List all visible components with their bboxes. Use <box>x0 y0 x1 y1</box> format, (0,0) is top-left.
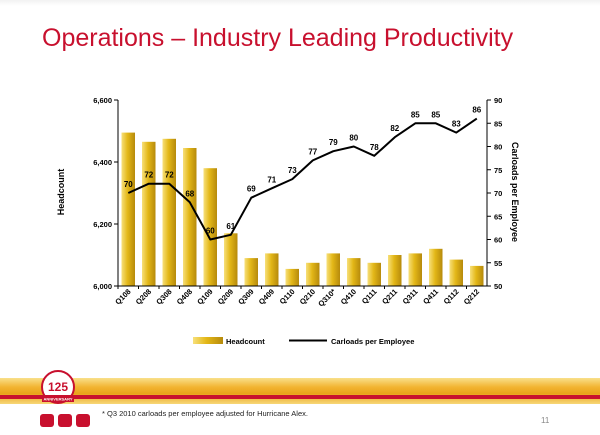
anniversary-sub: ANNIVERSARY <box>44 397 73 402</box>
anniversary-logo: 125 ANNIVERSARY <box>41 370 75 404</box>
carloads-label-Q110: 73 <box>288 166 297 175</box>
footnote: * Q3 2010 carloads per employee adjusted… <box>102 409 308 418</box>
legend-carloads-label: Carloads per Employee <box>331 337 414 346</box>
headcount-bar-Q210 <box>306 262 320 287</box>
page-number: 11 <box>541 416 550 425</box>
headcount-bar-Q108 <box>121 132 135 286</box>
left-tick-label: 6,400 <box>93 158 112 167</box>
right-tick-label: 80 <box>494 143 502 152</box>
headcount-bar-Q411 <box>429 248 443 286</box>
headcount-bar-Q211 <box>388 255 402 286</box>
legend-headcount-label: Headcount <box>226 337 265 346</box>
right-axis-ticks: 50 55 60 65 70 75 80 85 90 <box>487 96 502 291</box>
anniversary-number: 125 <box>48 380 68 394</box>
carloads-label-Q308: 72 <box>165 171 174 180</box>
x-tick-label: Q411 <box>421 287 440 306</box>
carloads-label-Q212: 86 <box>472 106 481 115</box>
carloads-label-Q311: 85 <box>411 110 420 119</box>
slide-title: Operations – Industry Leading Productivi… <box>42 24 514 52</box>
x-tick-label: Q212 <box>462 287 481 306</box>
right-tick-label: 65 <box>494 212 502 221</box>
carloads-label-Q211: 82 <box>390 124 399 133</box>
carloads-label-Q108: 70 <box>124 180 133 189</box>
x-tick-label: Q109 <box>195 287 214 306</box>
carloads-label-Q309: 69 <box>247 185 256 194</box>
right-tick-label: 50 <box>494 282 502 291</box>
headcount-bar-Q209 <box>224 233 238 286</box>
x-tick-label: Q208 <box>134 287 153 306</box>
headcount-bar-Q212 <box>470 265 484 286</box>
left-tick-label: 6,600 <box>93 96 112 105</box>
right-tick-label: 75 <box>494 166 502 175</box>
x-tick-label: Q309 <box>236 287 255 306</box>
carloads-label-Q208: 72 <box>144 171 153 180</box>
headcount-bar-Q308 <box>162 138 176 287</box>
carloads-label-Q411: 85 <box>431 110 440 119</box>
headcount-bar-Q208 <box>142 141 156 286</box>
x-tick-label: Q410 <box>339 287 358 306</box>
headcount-bar-Q112 <box>449 259 463 286</box>
x-axis-ticks: Q108 Q208 Q308 Q408 Q109 Q209 Q309 Q409 Q110 Q210… <box>113 286 481 308</box>
carloads-label-Q409: 71 <box>267 175 276 184</box>
brand-icon-1 <box>40 414 54 427</box>
x-tick-label: Q408 <box>175 287 194 306</box>
right-tick-label: 85 <box>494 119 502 128</box>
carloads-label-Q111: 78 <box>370 143 379 152</box>
legend: Headcount Carloads per Employee <box>193 337 414 346</box>
carloads-label-Q210: 77 <box>308 147 317 156</box>
headcount-bar-Q309 <box>244 258 258 286</box>
carloads-label-Q109: 60 <box>206 227 215 236</box>
headcount-bars <box>121 132 484 287</box>
headcount-bar-Q408 <box>183 148 197 286</box>
carloads-label-Q408: 68 <box>185 189 194 198</box>
headcount-bar-Q311 <box>408 253 422 286</box>
carloads-label-Q410: 80 <box>349 134 358 143</box>
carloads-polyline <box>127 117 478 241</box>
left-axis-ticks: 6,000 6,200 6,400 6,600 <box>93 96 118 291</box>
headcount-bar-Q409 <box>265 253 279 286</box>
carloads-label-Q112: 83 <box>452 120 461 129</box>
x-tick-label: Q409 <box>257 287 276 306</box>
footer-band <box>0 378 600 404</box>
brand-icons <box>40 414 104 428</box>
headcount-bar-Q109 <box>203 168 217 286</box>
footer-red-stripe <box>0 395 600 399</box>
x-tick-label: Q311 <box>401 287 420 306</box>
carloads-line <box>127 117 478 241</box>
brand-icon-3 <box>76 414 90 427</box>
y-axis-label: Headcount <box>56 169 66 216</box>
slide-top-border <box>0 0 600 6</box>
left-tick-label: 6,200 <box>93 220 112 229</box>
headcount-bar-Q410 <box>347 258 361 286</box>
left-tick-label: 6,000 <box>93 282 112 291</box>
headcount-bar-Q310* <box>326 253 340 286</box>
legend-headcount-swatch <box>193 337 223 344</box>
x-tick-label: Q310* <box>316 287 337 308</box>
right-tick-label: 90 <box>494 96 502 105</box>
x-tick-label: Q308 <box>154 287 173 306</box>
headcount-bar-Q111 <box>367 262 381 287</box>
x-tick-label: Q211 <box>380 287 399 306</box>
carloads-label-Q310*: 79 <box>329 138 338 147</box>
x-tick-label: Q108 <box>113 287 132 306</box>
headcount-bar-Q110 <box>285 268 299 286</box>
y2-axis-label: Carloads per Employee <box>510 142 520 242</box>
x-tick-label: Q111 <box>360 287 379 306</box>
right-tick-label: 70 <box>494 189 502 198</box>
brand-icon-2 <box>58 414 72 427</box>
x-tick-label: Q210 <box>298 287 317 306</box>
carloads-label-Q209: 61 <box>226 222 235 231</box>
right-tick-label: 55 <box>494 259 502 268</box>
x-tick-label: Q110 <box>278 287 297 306</box>
x-tick-label: Q112 <box>442 287 461 306</box>
x-tick-label: Q209 <box>216 287 235 306</box>
carloads-data-labels: 70 72 72 68 60 61 69 71 73 77 79 80 78 82 85 85 83 86 <box>124 106 482 236</box>
right-tick-label: 60 <box>494 236 502 245</box>
